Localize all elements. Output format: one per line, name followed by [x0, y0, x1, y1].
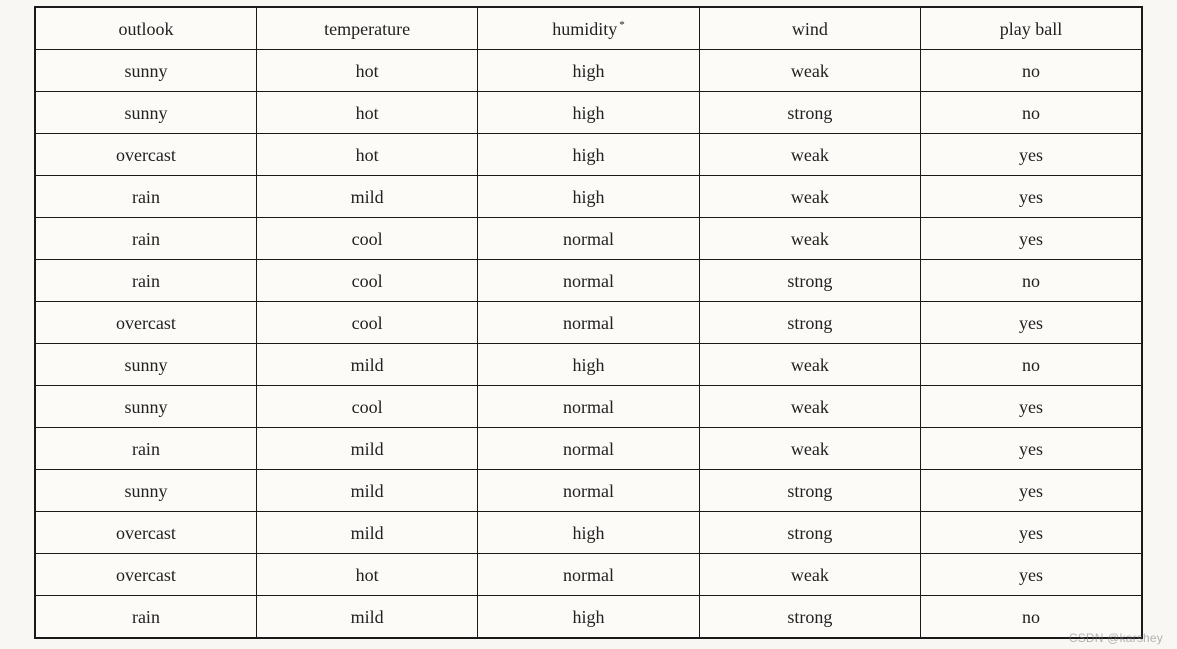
cell-outlook: sunny [35, 344, 256, 386]
cell-playball: yes [921, 218, 1142, 260]
cell-humidity: normal [478, 218, 699, 260]
table-row: sunny hot high weak no [35, 50, 1142, 92]
cell-playball: no [921, 260, 1142, 302]
cell-humidity: normal [478, 470, 699, 512]
table-row: sunny mild high weak no [35, 344, 1142, 386]
col-header-wind: wind [699, 7, 920, 50]
cell-playball: yes [921, 134, 1142, 176]
cell-humidity: high [478, 344, 699, 386]
cell-playball: yes [921, 470, 1142, 512]
cell-humidity: normal [478, 260, 699, 302]
table-row: rain mild normal weak yes [35, 428, 1142, 470]
cell-playball: yes [921, 554, 1142, 596]
cell-playball: no [921, 92, 1142, 134]
cell-playball: no [921, 50, 1142, 92]
cell-wind: strong [699, 512, 920, 554]
cell-outlook: sunny [35, 92, 256, 134]
cell-temperature: mild [256, 344, 477, 386]
col-header-humidity: humidity* [478, 7, 699, 50]
cell-temperature: cool [256, 302, 477, 344]
cell-temperature: mild [256, 176, 477, 218]
cell-temperature: hot [256, 134, 477, 176]
cell-temperature: mild [256, 470, 477, 512]
cell-humidity: high [478, 50, 699, 92]
cell-wind: strong [699, 596, 920, 639]
cell-humidity: high [478, 596, 699, 639]
cell-temperature: mild [256, 596, 477, 639]
cell-temperature: cool [256, 218, 477, 260]
cell-outlook: rain [35, 176, 256, 218]
cell-wind: strong [699, 470, 920, 512]
table-row: rain mild high weak yes [35, 176, 1142, 218]
cell-outlook: overcast [35, 134, 256, 176]
cell-playball: yes [921, 512, 1142, 554]
cell-temperature: hot [256, 92, 477, 134]
cell-wind: weak [699, 554, 920, 596]
cell-humidity: normal [478, 554, 699, 596]
cell-outlook: rain [35, 596, 256, 639]
table-row: overcast hot normal weak yes [35, 554, 1142, 596]
cell-wind: strong [699, 302, 920, 344]
col-header-playball: play ball [921, 7, 1142, 50]
cell-wind: weak [699, 428, 920, 470]
cell-humidity: normal [478, 428, 699, 470]
cell-outlook: sunny [35, 50, 256, 92]
cell-outlook: sunny [35, 470, 256, 512]
table-row: rain cool normal strong no [35, 260, 1142, 302]
cell-wind: strong [699, 92, 920, 134]
cell-temperature: cool [256, 386, 477, 428]
col-header-humidity-text: humidity [552, 19, 617, 39]
table-row: overcast hot high weak yes [35, 134, 1142, 176]
cell-playball: yes [921, 176, 1142, 218]
cell-wind: weak [699, 176, 920, 218]
page-container: outlook temperature humidity* wind play … [0, 0, 1177, 649]
cell-wind: weak [699, 50, 920, 92]
cell-temperature: mild [256, 512, 477, 554]
cell-playball: no [921, 596, 1142, 639]
cell-humidity: normal [478, 386, 699, 428]
table-row: rain mild high strong no [35, 596, 1142, 639]
cell-humidity: normal [478, 302, 699, 344]
cell-humidity: high [478, 512, 699, 554]
cell-outlook: rain [35, 428, 256, 470]
cell-wind: weak [699, 386, 920, 428]
cell-humidity: high [478, 176, 699, 218]
table-row: sunny mild normal strong yes [35, 470, 1142, 512]
cell-playball: yes [921, 302, 1142, 344]
cell-wind: weak [699, 134, 920, 176]
cell-outlook: overcast [35, 554, 256, 596]
cell-outlook: overcast [35, 512, 256, 554]
cell-temperature: hot [256, 50, 477, 92]
cell-wind: weak [699, 344, 920, 386]
cell-humidity: high [478, 134, 699, 176]
cell-wind: strong [699, 260, 920, 302]
table-body: sunny hot high weak no sunny hot high st… [35, 50, 1142, 639]
cell-temperature: mild [256, 428, 477, 470]
cell-playball: no [921, 344, 1142, 386]
col-header-humidity-superscript: * [619, 19, 625, 31]
cell-outlook: sunny [35, 386, 256, 428]
cell-temperature: hot [256, 554, 477, 596]
table-header: outlook temperature humidity* wind play … [35, 7, 1142, 50]
table-row: rain cool normal weak yes [35, 218, 1142, 260]
col-header-outlook: outlook [35, 7, 256, 50]
table-row: sunny cool normal weak yes [35, 386, 1142, 428]
col-header-temperature: temperature [256, 7, 477, 50]
cell-outlook: rain [35, 260, 256, 302]
cell-humidity: high [478, 92, 699, 134]
cell-outlook: rain [35, 218, 256, 260]
cell-wind: weak [699, 218, 920, 260]
cell-playball: yes [921, 386, 1142, 428]
weather-play-table: outlook temperature humidity* wind play … [34, 6, 1143, 639]
table-row: sunny hot high strong no [35, 92, 1142, 134]
table-header-row: outlook temperature humidity* wind play … [35, 7, 1142, 50]
table-row: overcast mild high strong yes [35, 512, 1142, 554]
cell-outlook: overcast [35, 302, 256, 344]
cell-temperature: cool [256, 260, 477, 302]
cell-playball: yes [921, 428, 1142, 470]
table-row: overcast cool normal strong yes [35, 302, 1142, 344]
